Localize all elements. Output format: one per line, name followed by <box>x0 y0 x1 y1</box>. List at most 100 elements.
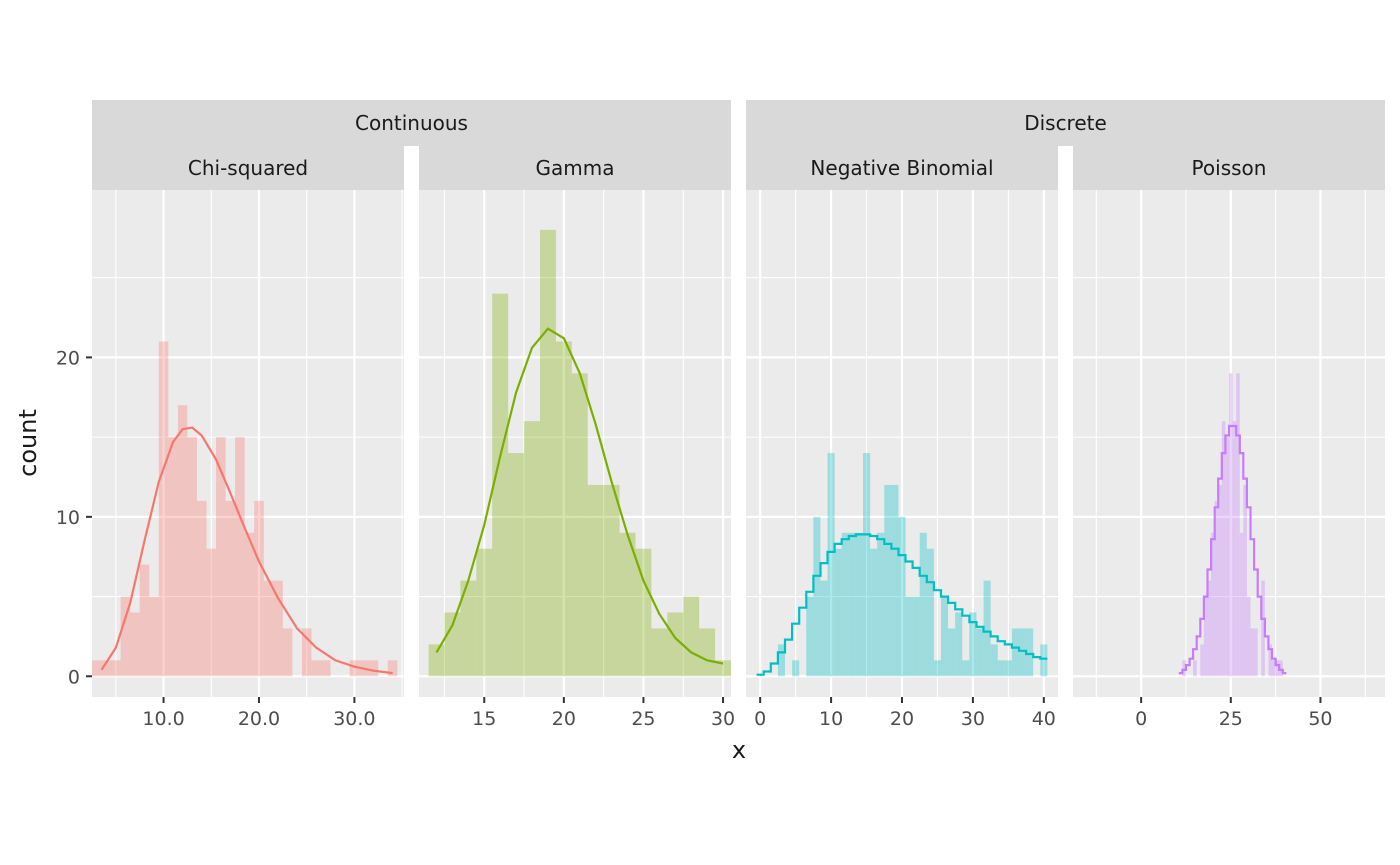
bar-0-20 <box>282 628 293 677</box>
bar-2-14 <box>891 484 899 677</box>
bar-2-10 <box>863 453 871 677</box>
bar-0-10 <box>187 437 197 677</box>
bar-2-8 <box>848 532 856 677</box>
bar-0-9 <box>177 405 188 677</box>
bar-3-22 <box>1279 660 1283 677</box>
bar-3-15 <box>1246 596 1251 677</box>
bar-0-11 <box>196 500 207 677</box>
x-tick-label-2-1: 10 <box>819 708 843 730</box>
fitted-curve-0 <box>100 426 393 675</box>
bar-3-5 <box>1211 532 1215 677</box>
bar-2-15 <box>898 516 906 677</box>
bar-1-0 <box>428 644 445 677</box>
bar-1-12 <box>619 532 636 677</box>
bar-2-24 <box>962 660 970 677</box>
x-tick-label-0-2: 30.0 <box>333 708 375 730</box>
bar-0-22 <box>311 660 321 677</box>
bar-1-10 <box>587 484 604 677</box>
x-tick-label-1-2: 25 <box>631 708 655 730</box>
bar-3-1 <box>1193 660 1197 677</box>
bar-2-17 <box>912 596 920 677</box>
bar-3-3 <box>1203 596 1208 677</box>
bar-1-15 <box>667 612 684 677</box>
bar-1-8 <box>555 341 572 677</box>
bar-2-2 <box>806 596 814 677</box>
bar-3-16 <box>1250 628 1255 677</box>
bar-0-2 <box>111 660 121 677</box>
bar-1-9 <box>571 373 588 677</box>
bar-1-5 <box>508 453 525 677</box>
panel-strip-2 <box>746 146 1058 190</box>
bar-2-23 <box>955 612 963 677</box>
bar-2-3 <box>813 516 821 677</box>
y-axis-title: count <box>14 409 42 477</box>
bar-3-17 <box>1254 628 1258 677</box>
bar-0-13 <box>216 437 226 677</box>
panel-background-1 <box>419 190 731 697</box>
bar-0-27 <box>387 660 398 677</box>
panel-background-3 <box>1073 190 1385 697</box>
panel-strip-3 <box>1073 146 1385 190</box>
bar-3-21 <box>1275 660 1280 677</box>
bar-2-29 <box>997 660 1005 677</box>
bar-1-4 <box>492 293 509 677</box>
group-strip-0 <box>92 100 731 146</box>
bar-0-23 <box>320 660 331 677</box>
bar-3-14 <box>1243 484 1247 677</box>
bar-2-6 <box>834 548 842 677</box>
y-tick-label-2: 20 <box>56 347 80 369</box>
x-axis-title: x <box>732 736 746 764</box>
bar-3-4 <box>1207 580 1212 677</box>
bar-1-3 <box>476 548 493 677</box>
bar-3-2 <box>1200 644 1204 677</box>
panel-strip-label-2: Negative Binomial <box>810 156 993 180</box>
bar-2-18 <box>919 532 927 677</box>
bar-0-26 <box>368 660 379 677</box>
bar-3-8 <box>1221 421 1226 677</box>
fitted-curve-3 <box>1178 424 1287 675</box>
bar-0-4 <box>130 612 140 677</box>
bar-1-18 <box>715 660 731 677</box>
bar-2-7 <box>841 532 849 677</box>
bar-2-16 <box>905 596 913 677</box>
panel-strip-label-3: Poisson <box>1192 156 1267 180</box>
group-strip-label-0: Continuous <box>355 111 468 135</box>
bar-0-3 <box>120 596 131 677</box>
bar-3-18 <box>1261 580 1265 677</box>
bar-0-15 <box>235 437 245 677</box>
bar-2-9 <box>855 532 863 677</box>
x-tick-label-3-0: 0 <box>1135 708 1147 730</box>
bar-2-21 <box>941 596 949 677</box>
bar-3-6 <box>1214 500 1219 677</box>
bar-0-0 <box>92 660 102 677</box>
panel-1: 15 20 25 30 <box>419 190 735 730</box>
bar-2-34 <box>1040 644 1048 677</box>
bar-0-17 <box>254 500 264 677</box>
x-tick-label-1-0: 15 <box>472 708 496 730</box>
bar-0-8 <box>168 437 178 677</box>
strips-layer: Continuous Discrete Chi-squared Gamma Negati… <box>92 100 1385 190</box>
x-tick-label-2-2: 20 <box>890 708 914 730</box>
bar-3-0 <box>1182 660 1186 677</box>
panel-strip-label-1: Gamma <box>536 156 615 180</box>
bar-1-1 <box>444 612 461 677</box>
bar-1-7 <box>539 229 556 677</box>
panel-2: 0 10 20 30 40 <box>746 190 1058 730</box>
x-tick-label-2-3: 30 <box>961 708 985 730</box>
bar-0-7 <box>158 341 169 677</box>
bar-0-5 <box>139 564 150 677</box>
group-strip-label-1: Discrete <box>1024 111 1107 135</box>
bar-0-21 <box>301 628 312 677</box>
bar-0-16 <box>244 532 255 677</box>
bar-1-16 <box>683 596 700 677</box>
bar-3-11 <box>1232 421 1237 677</box>
x-tick-label-3-2: 50 <box>1308 708 1332 730</box>
bar-2-13 <box>884 484 892 677</box>
panel-3: 0 25 50 <box>1073 190 1385 730</box>
bar-3-10 <box>1229 373 1233 677</box>
bar-3-9 <box>1225 437 1229 677</box>
fitted-curve-1 <box>435 327 724 665</box>
bar-3-19 <box>1268 644 1273 677</box>
bar-2-25 <box>969 612 977 677</box>
